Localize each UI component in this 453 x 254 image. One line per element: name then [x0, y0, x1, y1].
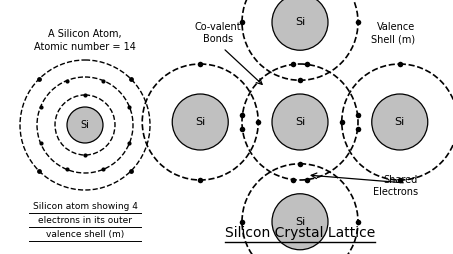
Text: valence shell (m): valence shell (m): [46, 230, 124, 239]
Text: Si: Si: [395, 117, 405, 127]
Text: Si: Si: [195, 117, 205, 127]
Text: Silicon Crystal Lattice: Silicon Crystal Lattice: [225, 226, 375, 240]
Circle shape: [272, 194, 328, 250]
Circle shape: [172, 94, 228, 150]
Text: Si: Si: [81, 120, 89, 130]
Text: Si: Si: [295, 217, 305, 227]
Text: Valence
Shell (m): Valence Shell (m): [371, 22, 415, 44]
Circle shape: [372, 94, 428, 150]
Circle shape: [272, 0, 328, 50]
Text: Si: Si: [295, 117, 305, 127]
Circle shape: [272, 94, 328, 150]
Text: Co-valent
Bonds: Co-valent Bonds: [195, 22, 241, 44]
Text: electrons in its outer: electrons in its outer: [38, 216, 132, 225]
Circle shape: [67, 107, 103, 143]
Text: A Silicon Atom,
Atomic number = 14: A Silicon Atom, Atomic number = 14: [34, 29, 136, 52]
Text: Si: Si: [295, 17, 305, 27]
Text: Shared
Electrons: Shared Electrons: [373, 175, 418, 197]
Text: Silicon atom showing 4: Silicon atom showing 4: [33, 202, 137, 211]
